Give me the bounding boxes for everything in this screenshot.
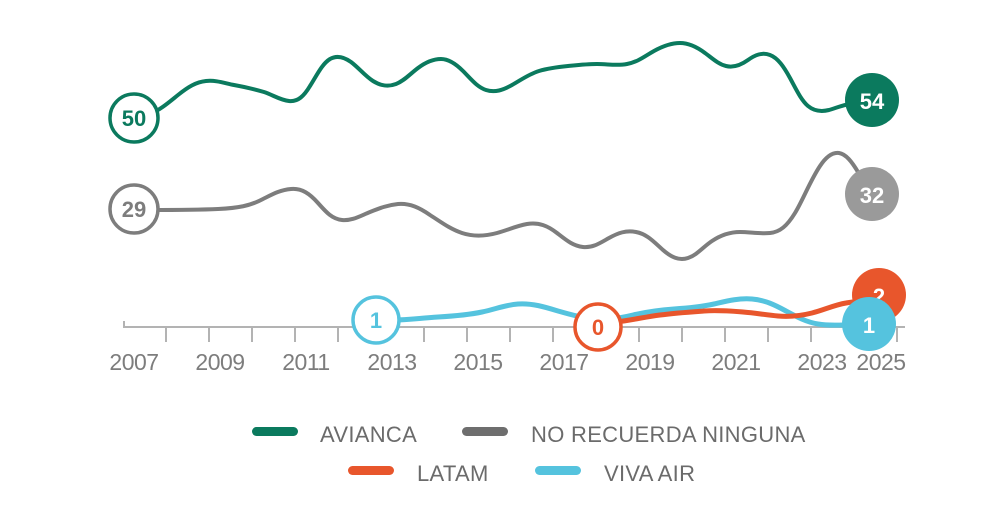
marker-avianca-start: 50	[108, 92, 160, 144]
marker-circle	[845, 167, 899, 221]
axis-label-2017: 2017	[539, 349, 588, 375]
legend-item-viva-air[interactable]: VIVA AIR	[535, 461, 695, 486]
marker-value-no-recuerda-start: 29	[122, 197, 146, 222]
legend-swatch-no-recuerda	[462, 427, 508, 436]
axis-label-2013: 2013	[367, 349, 416, 375]
legend-label-latam: LATAM	[417, 461, 489, 486]
axis-label-2011: 2011	[282, 349, 329, 375]
legend-swatch-avianca	[252, 427, 298, 436]
marker-latam-start: 0	[573, 302, 623, 352]
legend-label-viva-air: VIVA AIR	[604, 461, 695, 486]
x-axis-ticks	[165, 327, 898, 342]
x-axis: 2007 2009 2011 2013 2015 2017 2019 2021 …	[109, 321, 906, 375]
marker-no-recuerda-start: 29	[108, 183, 160, 235]
axis-label-2007: 2007	[109, 349, 158, 375]
marker-circle	[573, 302, 623, 352]
legend-label-avianca: AVIANCA	[320, 422, 417, 447]
marker-circle	[842, 297, 896, 351]
series-line-avianca	[148, 41, 852, 116]
marker-value-viva-start: 1	[370, 308, 382, 333]
marker-viva-air-end: 1	[842, 297, 896, 351]
marker-value-avianca-start: 50	[122, 106, 146, 131]
marker-value-latam-start: 0	[592, 315, 604, 340]
marker-circle	[108, 92, 160, 144]
axis-label-2009: 2009	[195, 349, 244, 375]
legend-item-avianca[interactable]: AVIANCA	[252, 422, 417, 447]
marker-circle	[351, 295, 401, 345]
series-line-viva-air	[390, 296, 865, 328]
axis-label-2023: 2023	[797, 349, 846, 375]
marker-circle	[845, 73, 899, 127]
legend-swatch-latam	[348, 466, 394, 475]
axis-label-2021: 2021	[711, 349, 760, 375]
legend-swatch-viva-air	[535, 466, 581, 475]
legend-label-no-recuerda: NO RECUERDA NINGUNA	[531, 422, 806, 447]
axis-label-2025: 2025	[856, 349, 905, 375]
axis-label-2015: 2015	[453, 349, 502, 375]
axis-label-2019: 2019	[625, 349, 674, 375]
marker-no-recuerda-end: 32	[845, 167, 899, 221]
marker-viva-air-start: 1	[351, 295, 401, 345]
marker-value-no-recuerda-end: 32	[860, 183, 884, 208]
legend-item-no-recuerda[interactable]: NO RECUERDA NINGUNA	[462, 422, 806, 447]
series-line-no-recuerda	[148, 150, 872, 261]
marker-value-avianca-end: 54	[860, 89, 885, 114]
marker-value-viva-end: 1	[863, 313, 875, 338]
series-line-latam	[613, 298, 879, 325]
chart-legend: AVIANCA NO RECUERDA NINGUNA LATAM VIVA A…	[252, 422, 806, 486]
marker-avianca-end: 54	[845, 73, 899, 127]
legend-item-latam[interactable]: LATAM	[348, 461, 489, 486]
marker-circle	[108, 183, 160, 235]
